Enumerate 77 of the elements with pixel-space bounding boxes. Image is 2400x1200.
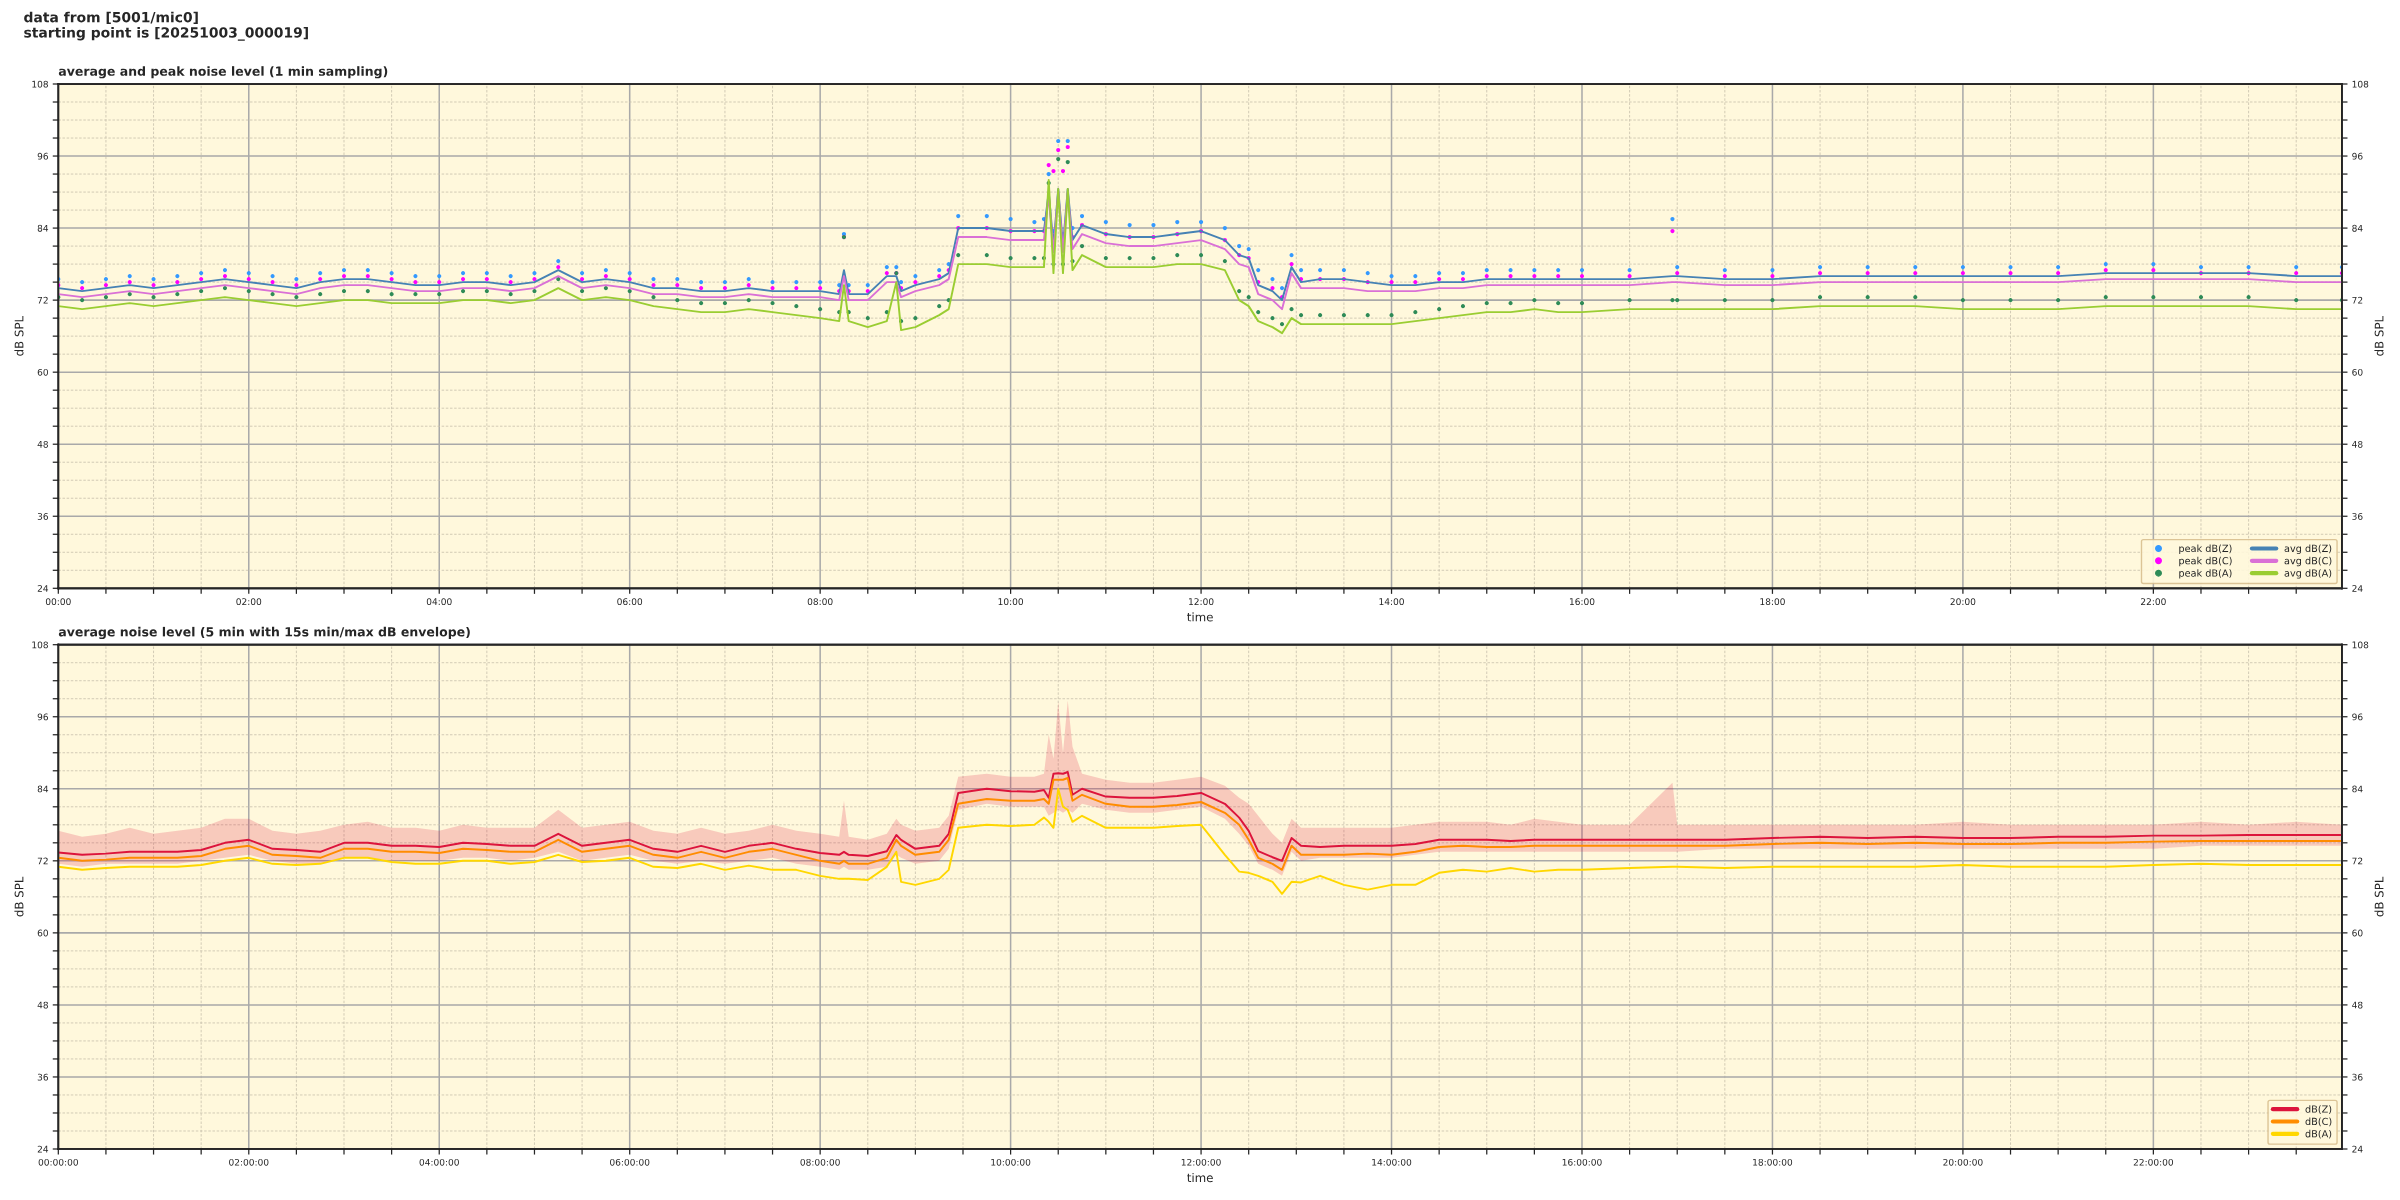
x-tick-label: 10:00:00 bbox=[991, 1158, 1031, 1166]
y2-tick-label: 48 bbox=[2352, 1001, 2363, 1009]
legend-label: peak dB(C) bbox=[2179, 556, 2232, 567]
y-tick-label: 72 bbox=[37, 296, 48, 304]
x-tick-label: 14:00:00 bbox=[1372, 1158, 1412, 1166]
y2-tick-label: 108 bbox=[2352, 80, 2369, 88]
x-tick-label: 10:00 bbox=[998, 598, 1024, 606]
y-tick-label: 96 bbox=[37, 152, 49, 160]
y-tick-label: 108 bbox=[32, 80, 48, 88]
x-tick-label: 14:00 bbox=[1379, 598, 1404, 606]
x-axis-title: time bbox=[1187, 612, 1213, 622]
y2-tick-label: 84 bbox=[2352, 224, 2363, 232]
x-tick-label: 06:00 bbox=[617, 598, 643, 606]
y2-tick-label: 96 bbox=[2352, 713, 2363, 721]
x-tick-label: 12:00:00 bbox=[1181, 1158, 1221, 1166]
y-tick-label: 60 bbox=[37, 929, 48, 937]
y-tick-label: 24 bbox=[37, 1145, 49, 1153]
x-tick-label: 02:00 bbox=[236, 598, 262, 606]
x-tick-label: 18:00:00 bbox=[1753, 1158, 1793, 1166]
x-tick-label: 20:00 bbox=[1950, 598, 1976, 606]
x-axis-title: time bbox=[1187, 1173, 1213, 1183]
x-tick-label: 18:00 bbox=[1760, 598, 1785, 606]
y2-tick-label: 48 bbox=[2352, 440, 2363, 448]
legend-label: peak dB(A) bbox=[2179, 569, 2232, 579]
text: data from [5001/mic0] bbox=[24, 11, 198, 25]
y2-tick-label: 84 bbox=[2352, 785, 2363, 793]
line-series bbox=[58, 179, 2342, 335]
y2-tick-label: 36 bbox=[2352, 512, 2363, 520]
y2-tick-label: 24 bbox=[2352, 1145, 2363, 1153]
y-tick-label: 36 bbox=[37, 1073, 49, 1081]
y-tick-label: 48 bbox=[37, 440, 48, 448]
x-tick-label: 06:00:00 bbox=[610, 1158, 650, 1166]
y2-axis-title: dB SPL bbox=[2374, 315, 2384, 356]
y2-tick-label: 72 bbox=[2352, 857, 2363, 865]
y-tick-label: 108 bbox=[32, 641, 48, 649]
x-tick-label: 22:00:00 bbox=[2133, 1158, 2174, 1166]
x-tick-label: 20:00:00 bbox=[1943, 1158, 1983, 1166]
x-tick-label: 16:00:00 bbox=[1562, 1158, 1602, 1166]
y-tick-label: 84 bbox=[37, 224, 49, 232]
legend-label: dB(C) bbox=[2305, 1117, 2332, 1127]
x-tick-label: 08:00 bbox=[807, 598, 833, 606]
y-tick-label: 48 bbox=[37, 1001, 48, 1009]
line-series bbox=[58, 787, 2342, 895]
y2-tick-label: 108 bbox=[2352, 641, 2369, 649]
x-tick-label: 16:00 bbox=[1569, 598, 1595, 606]
y2-tick-label: 24 bbox=[2352, 585, 2363, 592]
x-tick-label: 00:00 bbox=[45, 598, 71, 606]
x-tick-label: 12:00 bbox=[1189, 598, 1214, 606]
y2-tick-label: 60 bbox=[2352, 929, 2363, 937]
y2-tick-label: 36 bbox=[2352, 1073, 2363, 1081]
x-tick-label: 04:00 bbox=[426, 598, 452, 606]
y-axis-title: dB SPL bbox=[14, 315, 24, 356]
y-tick-label: 96 bbox=[37, 713, 49, 721]
y-tick-label: 60 bbox=[37, 368, 48, 376]
y-axis-title: dB SPL bbox=[14, 876, 24, 917]
y2-tick-label: 96 bbox=[2352, 152, 2363, 160]
legend-label: dB(Z) bbox=[2305, 1105, 2332, 1114]
y2-axis-title: dB SPL bbox=[2374, 876, 2384, 917]
legend-label: avg dB(Z) bbox=[2284, 544, 2332, 554]
y-tick-label: 24 bbox=[37, 585, 49, 592]
legend-label: avg dB(A) bbox=[2284, 569, 2332, 579]
legend-label: dB(A) bbox=[2305, 1129, 2332, 1139]
y2-tick-label: 72 bbox=[2352, 296, 2363, 304]
legend-label: avg dB(C) bbox=[2284, 556, 2332, 567]
x-tick-label: 02:00:00 bbox=[229, 1158, 269, 1166]
y2-tick-label: 60 bbox=[2352, 368, 2363, 376]
y-tick-label: 84 bbox=[37, 785, 49, 793]
chart-title: average and peak noise level (1 min sampling) bbox=[58, 66, 388, 79]
y-tick-label: 36 bbox=[37, 512, 49, 520]
x-tick-label: 00:00:00 bbox=[38, 1158, 78, 1166]
text: starting point is [20251003_000019] bbox=[24, 26, 308, 41]
chart-title: average noise level (5 min with 15s min/max dB envelope) bbox=[58, 626, 470, 640]
legend-label: peak dB(Z) bbox=[2179, 544, 2232, 554]
y-tick-label: 72 bbox=[37, 857, 48, 865]
x-tick-label: 04:00:00 bbox=[419, 1158, 459, 1166]
x-tick-label: 08:00:00 bbox=[800, 1158, 840, 1166]
x-tick-label: 22:00 bbox=[2141, 598, 2166, 606]
